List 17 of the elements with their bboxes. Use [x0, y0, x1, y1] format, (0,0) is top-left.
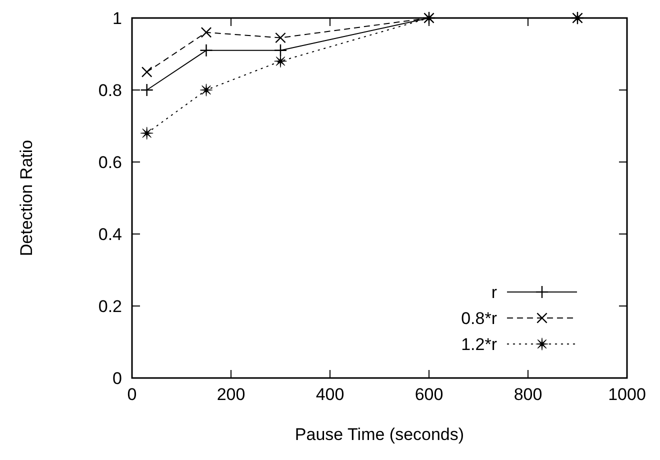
y-tick-label: 0.8	[98, 81, 122, 100]
x-tick-label: 1000	[608, 385, 646, 404]
y-tick-label: 0.2	[98, 297, 122, 316]
legend-label: 1.2*r	[461, 335, 498, 354]
x-tick-label: 600	[414, 385, 444, 404]
x-axis-title: Pause Time (seconds)	[294, 425, 464, 444]
x-tick-label: 400	[316, 385, 344, 404]
x-tick-label: 800	[514, 385, 542, 404]
y-tick-label: 0	[112, 369, 122, 388]
y-axis-title: Detection Ratio	[17, 140, 36, 256]
x-tick-label: 200	[216, 385, 246, 404]
legend-label: r	[491, 283, 498, 302]
y-tick-label: 0.6	[98, 153, 122, 172]
x-tick-label: 0	[127, 385, 137, 404]
y-tick-label: 1	[112, 9, 122, 28]
legend-label: 0.8*r	[461, 309, 498, 328]
y-tick-label: 0.4	[98, 225, 122, 244]
